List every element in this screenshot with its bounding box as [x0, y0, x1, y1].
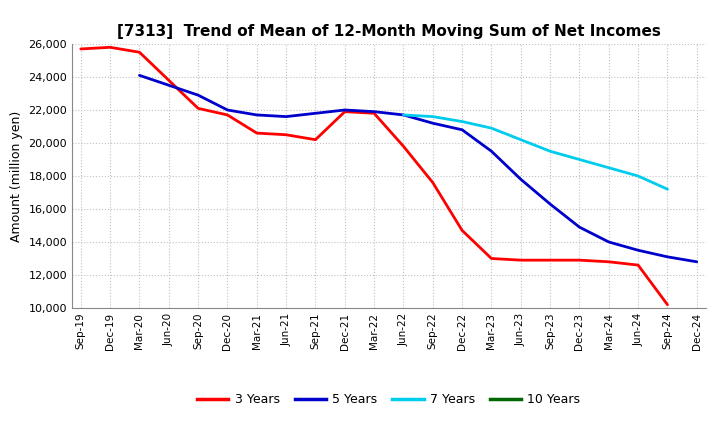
3 Years [223, 112, 232, 117]
7 Years [663, 187, 672, 192]
7 Years [399, 112, 408, 117]
5 Years [282, 114, 290, 119]
Y-axis label: Amount (million yen): Amount (million yen) [10, 110, 23, 242]
5 Years [634, 248, 642, 253]
3 Years [194, 106, 202, 111]
3 Years [399, 143, 408, 149]
5 Years [693, 259, 701, 264]
5 Years [164, 83, 173, 88]
7 Years [458, 119, 467, 124]
3 Years [458, 228, 467, 233]
7 Years [634, 173, 642, 179]
3 Years [546, 257, 554, 263]
5 Years [605, 239, 613, 245]
Line: 3 Years: 3 Years [81, 47, 667, 304]
5 Years [516, 176, 525, 182]
3 Years [634, 262, 642, 268]
5 Years [575, 224, 584, 230]
3 Years [164, 77, 173, 83]
Line: 7 Years: 7 Years [403, 115, 667, 189]
3 Years [311, 137, 320, 142]
3 Years [370, 110, 379, 116]
5 Years [487, 149, 496, 154]
7 Years [546, 149, 554, 154]
5 Years [370, 109, 379, 114]
Line: 5 Years: 5 Years [140, 75, 697, 262]
3 Years [76, 46, 85, 51]
5 Years [253, 112, 261, 117]
5 Years [399, 112, 408, 117]
Legend: 3 Years, 5 Years, 7 Years, 10 Years: 3 Years, 5 Years, 7 Years, 10 Years [192, 388, 585, 411]
3 Years [487, 256, 496, 261]
Title: [7313]  Trend of Mean of 12-Month Moving Sum of Net Incomes: [7313] Trend of Mean of 12-Month Moving … [117, 24, 661, 39]
3 Years [605, 259, 613, 264]
5 Years [223, 107, 232, 113]
3 Years [516, 257, 525, 263]
7 Years [605, 165, 613, 170]
3 Years [575, 257, 584, 263]
7 Years [575, 157, 584, 162]
7 Years [516, 137, 525, 142]
5 Years [341, 107, 349, 113]
3 Years [428, 180, 437, 185]
5 Years [546, 202, 554, 207]
5 Years [311, 110, 320, 116]
3 Years [282, 132, 290, 137]
3 Years [253, 130, 261, 136]
5 Years [458, 127, 467, 132]
3 Years [106, 44, 114, 50]
3 Years [341, 109, 349, 114]
3 Years [135, 50, 144, 55]
5 Years [663, 254, 672, 260]
5 Years [135, 73, 144, 78]
7 Years [428, 114, 437, 119]
3 Years [663, 302, 672, 307]
7 Years [487, 125, 496, 131]
5 Years [428, 121, 437, 126]
5 Years [194, 92, 202, 98]
